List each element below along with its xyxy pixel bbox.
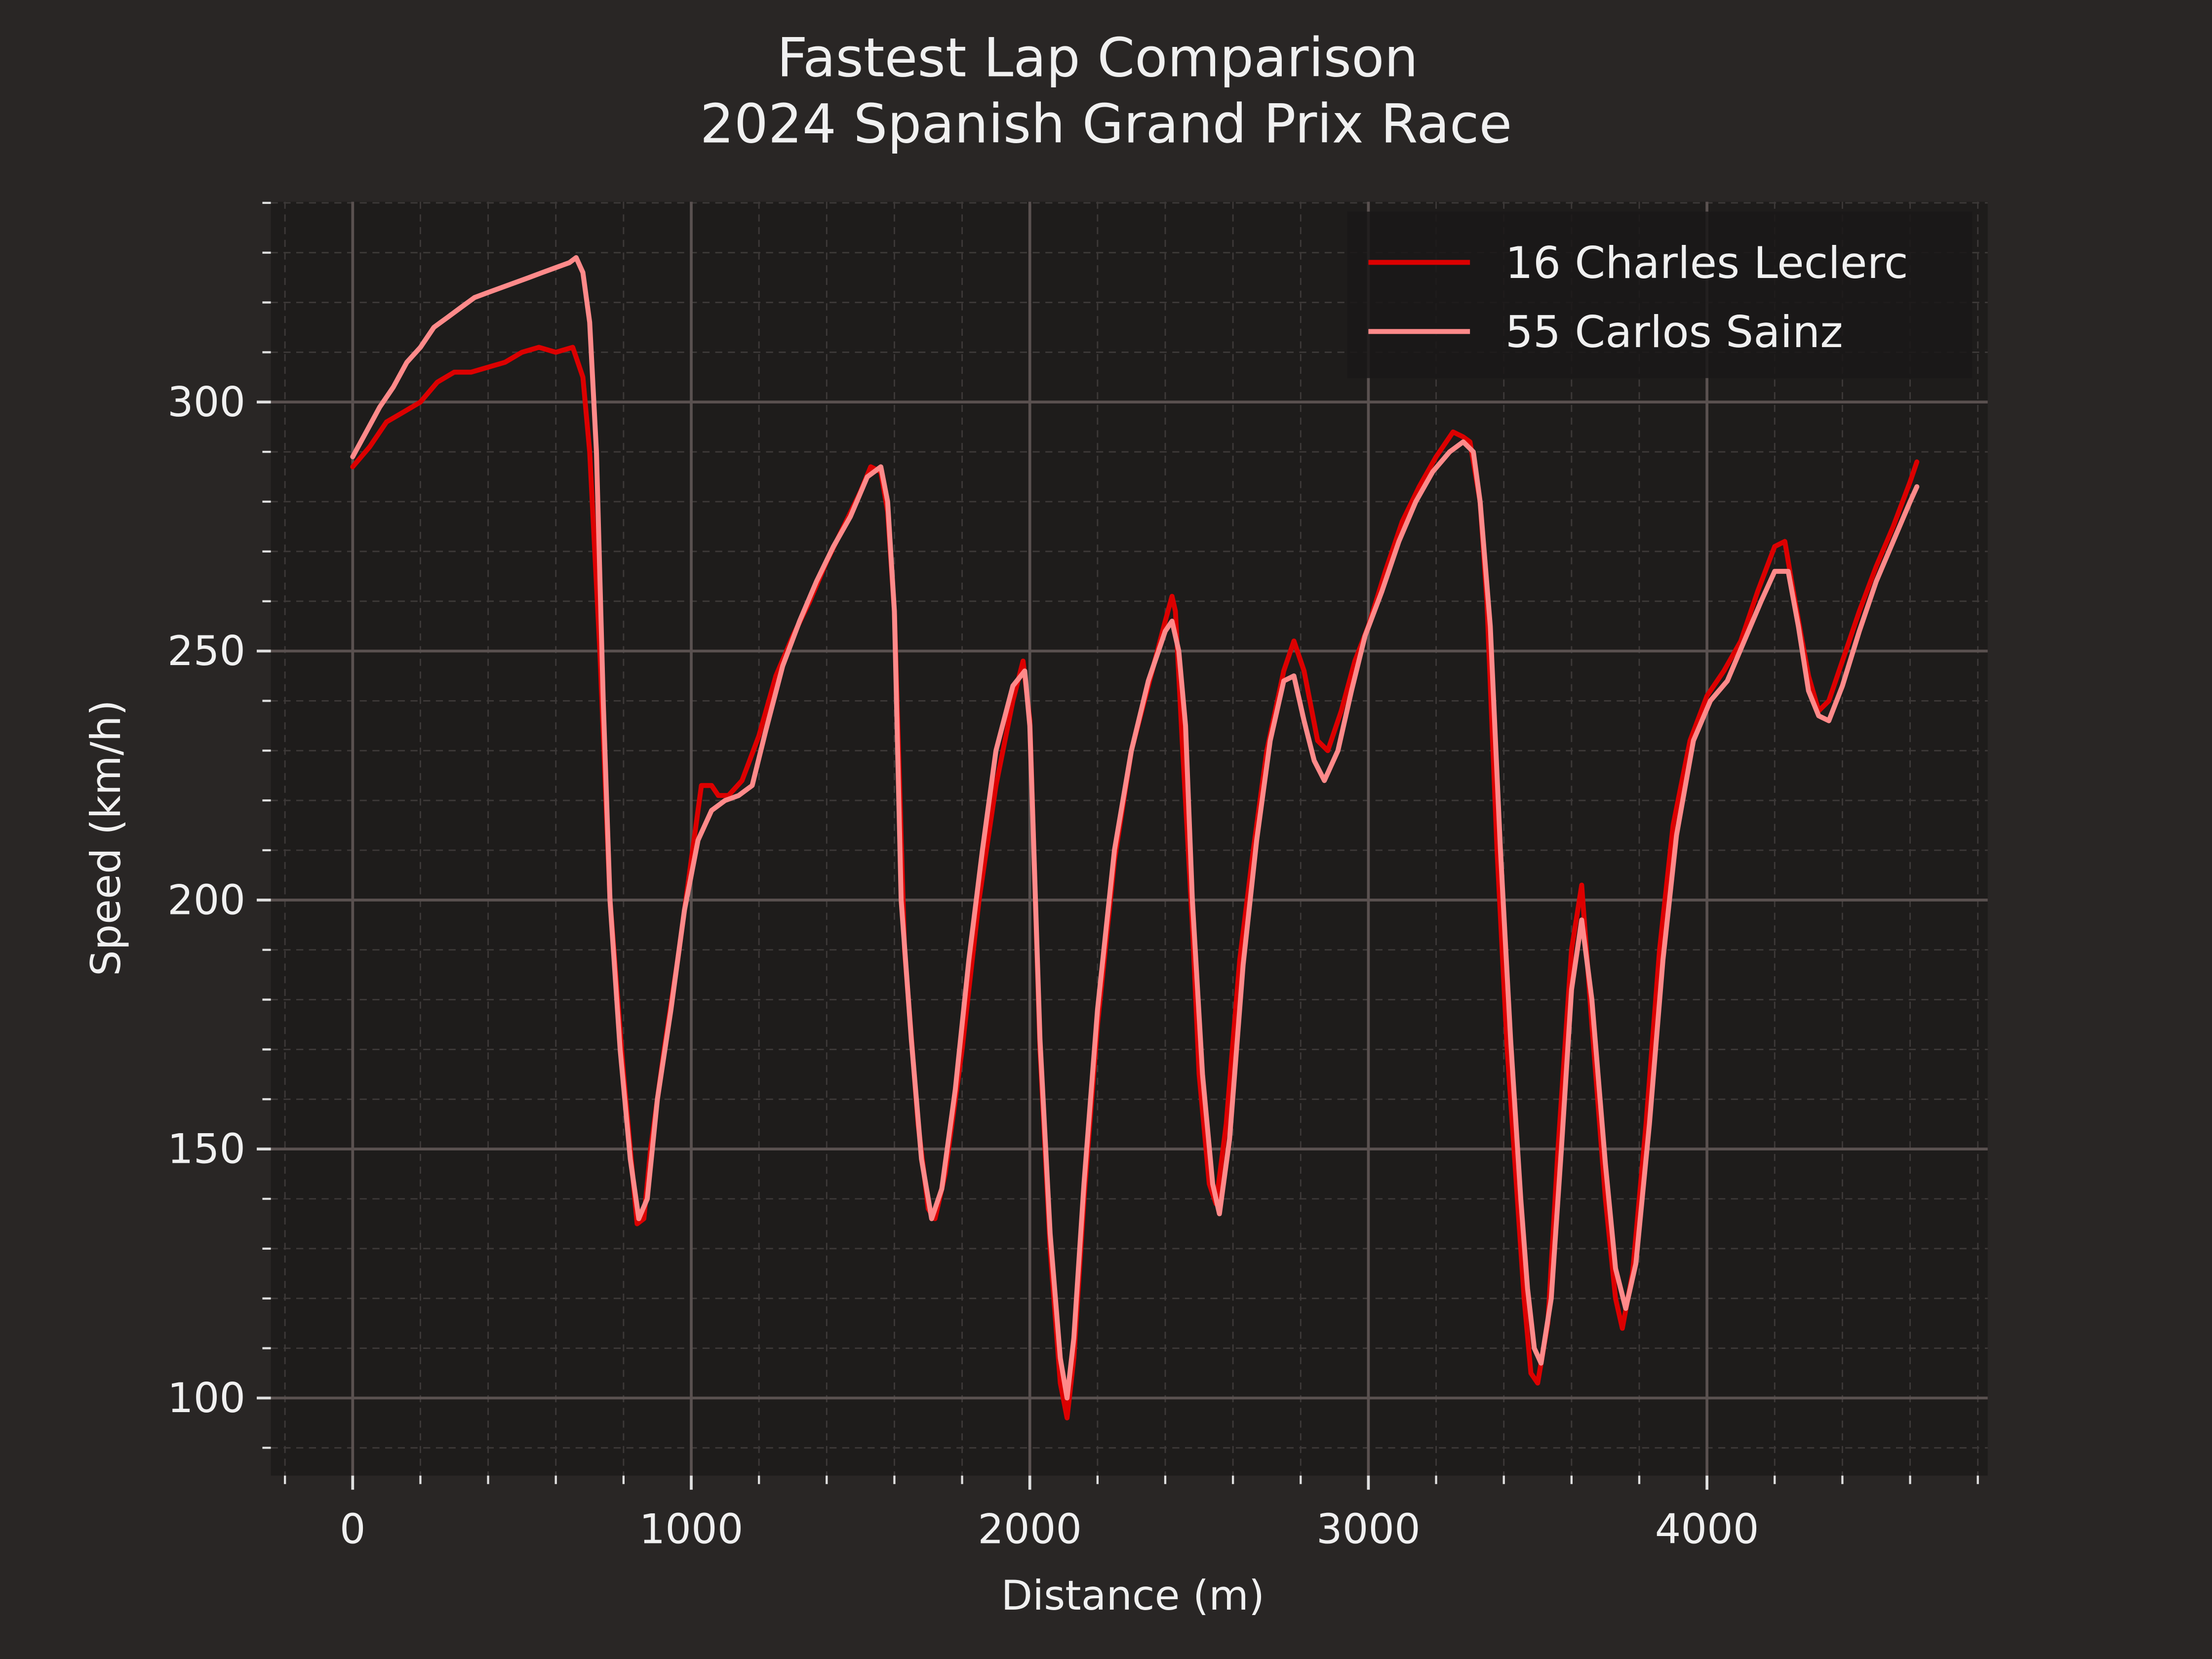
y-tick-label: 250 (167, 627, 245, 675)
x-tick-label: 0 (340, 1505, 366, 1553)
x-tick-label: 2000 (978, 1505, 1082, 1553)
chart-title-line-1: Fastest Lap Comparison (777, 26, 1418, 89)
series-line-sainz (350, 255, 1920, 1401)
x-axis-label: Distance (m) (1001, 1572, 1264, 1620)
legend-label-sainz: 55 Carlos Sainz (1505, 307, 1843, 357)
y-tick-label: 300 (167, 378, 245, 426)
chart-title-line-2: 2024 Spanish Grand Prix Race (700, 93, 1512, 156)
legend: 16 Charles Leclerc 55 Carlos Sainz (1347, 211, 1973, 378)
x-tick-label: 3000 (1316, 1505, 1421, 1553)
major-grid (271, 201, 1988, 1476)
x-tick-label: 4000 (1655, 1505, 1759, 1553)
legend-label-leclerc: 16 Charles Leclerc (1505, 237, 1908, 288)
y-axis-label: Speed (km/h) (82, 700, 130, 976)
y-tick-label: 200 (167, 876, 245, 924)
minor-grid (271, 201, 1988, 1476)
legend-box (1347, 211, 1973, 378)
plot-area (271, 201, 1988, 1476)
y-tick-label: 100 (167, 1374, 245, 1422)
y-tick-label: 150 (167, 1125, 245, 1173)
series-layer (350, 255, 1920, 1421)
axis-ticks: 0 1000 2000 3000 4000 100 150 200 250 300 (167, 201, 1979, 1553)
x-tick-label: 1000 (639, 1505, 744, 1553)
